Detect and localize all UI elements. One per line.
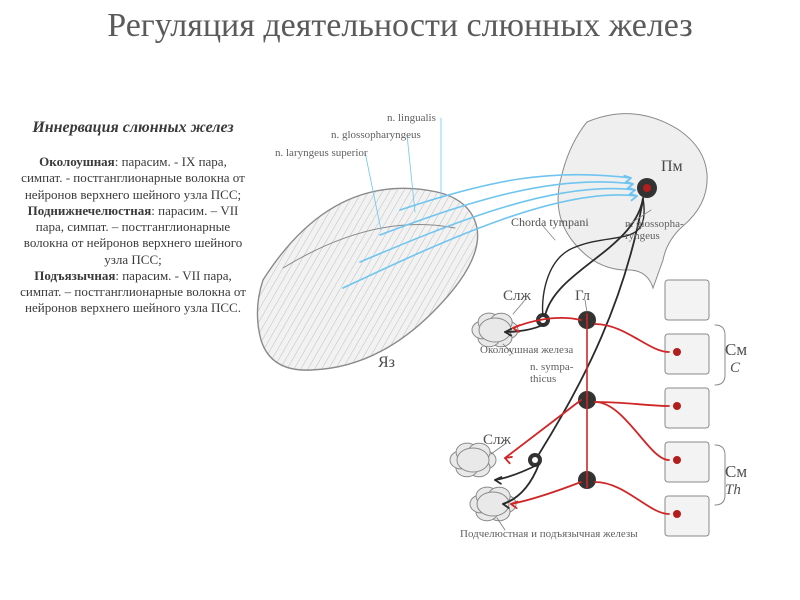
label-sympathicus: n. sympa- thicus (530, 362, 573, 385)
label-slz-1: Слж (503, 288, 531, 305)
label-parotid: Околоушная железа (480, 344, 573, 356)
label-sm-2: См (725, 462, 747, 482)
subheading: Иннервация слюнных желез (18, 118, 248, 138)
label-gl: Гл (575, 288, 590, 305)
label-lingualis: n. lingualis (387, 112, 436, 124)
label-slz-2: Слж (483, 432, 511, 449)
label-pm: Пм (661, 158, 683, 176)
label-sm-1: См (725, 340, 747, 360)
text-column: Иннервация слюнных желез Околоушная: пар… (18, 118, 248, 317)
innervation-text: Околоушная: парасим. - IX пара, симпат. … (18, 154, 248, 317)
label-th: Th (725, 482, 741, 499)
label-nglossoph2: n. glossopha- ryngeus (625, 218, 684, 242)
label-tongue: Яз (378, 354, 395, 372)
label-c: C (730, 360, 740, 377)
slide-title: Регуляция деятельности слюнных желез (0, 6, 800, 45)
label-chorda: Chorda tympani (511, 216, 589, 229)
label-glossopharyngeus: n. glossopharyngeus (331, 129, 421, 141)
innervation-diagram: n. lingualis n. glossopharyngeus n. lary… (255, 100, 785, 570)
label-laryngeus: n. laryngeus superior (275, 147, 368, 159)
label-sublingual: Подчелюстная и подъязычная железы (460, 528, 638, 540)
